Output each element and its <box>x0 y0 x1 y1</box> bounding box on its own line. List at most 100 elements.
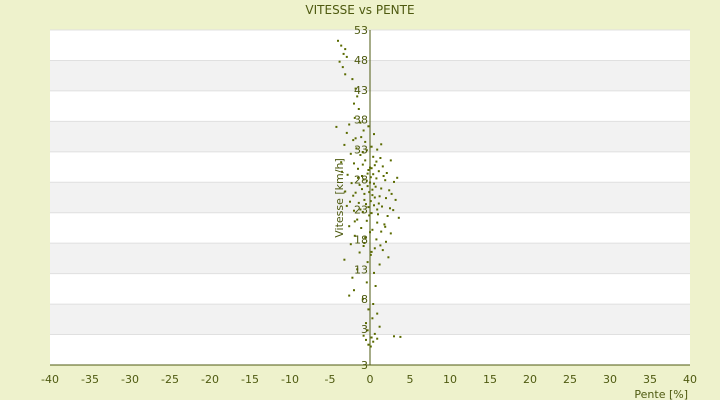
data-point <box>369 345 372 348</box>
data-point <box>368 191 371 194</box>
data-point <box>378 263 381 266</box>
data-point <box>348 294 351 297</box>
data-point <box>373 196 376 199</box>
data-point <box>344 190 347 193</box>
data-point <box>361 175 363 177</box>
data-point <box>373 271 375 274</box>
data-point <box>361 298 364 301</box>
data-point <box>376 208 379 211</box>
data-point <box>376 221 379 224</box>
data-point <box>366 172 369 175</box>
data-point <box>385 197 387 200</box>
x-tick-label: -30 <box>121 373 139 386</box>
data-point <box>346 173 349 176</box>
data-point <box>345 131 348 134</box>
data-point <box>367 308 370 311</box>
data-point <box>372 340 375 343</box>
data-point <box>373 133 375 136</box>
x-axis-label: Pente [%] <box>634 388 688 400</box>
data-point <box>379 157 382 159</box>
data-point <box>370 336 373 339</box>
x-tick-label: 10 <box>443 373 457 386</box>
data-point <box>369 181 371 184</box>
data-point <box>351 78 354 81</box>
data-point <box>361 163 364 166</box>
data-point <box>386 215 389 217</box>
data-point <box>379 244 382 247</box>
data-point <box>365 219 368 222</box>
data-point <box>369 200 372 203</box>
x-tick-label: 5 <box>407 373 414 386</box>
data-point <box>341 170 343 173</box>
x-tick-label: 20 <box>523 373 537 386</box>
data-point <box>352 139 355 142</box>
x-tick-label: -15 <box>241 373 259 386</box>
data-point <box>356 218 359 221</box>
data-point <box>369 176 372 179</box>
data-point <box>354 87 357 90</box>
data-point <box>389 232 392 235</box>
data-point <box>357 176 359 179</box>
data-point <box>377 213 379 216</box>
data-points <box>335 39 402 348</box>
data-point <box>377 170 380 173</box>
data-point <box>375 238 378 241</box>
data-point <box>362 178 365 181</box>
data-point <box>353 234 356 237</box>
data-point <box>365 149 368 152</box>
data-point <box>365 179 368 182</box>
data-point <box>390 192 393 195</box>
data-point <box>359 154 362 156</box>
data-point <box>373 247 376 250</box>
data-point <box>381 249 384 252</box>
data-point <box>381 165 384 168</box>
data-point <box>361 210 364 213</box>
x-tick-label: 0 <box>367 373 374 386</box>
data-point <box>342 52 345 55</box>
data-point <box>363 242 366 244</box>
data-point <box>348 123 351 126</box>
data-point <box>368 214 371 217</box>
data-point <box>363 192 366 195</box>
data-point <box>367 343 370 346</box>
data-point <box>357 201 360 204</box>
data-point <box>383 223 386 226</box>
data-point <box>371 194 374 197</box>
data-point <box>371 228 374 231</box>
data-point <box>367 125 370 128</box>
data-point <box>359 208 362 211</box>
data-point <box>358 251 361 254</box>
data-point <box>345 204 348 207</box>
data-point <box>372 303 375 305</box>
data-point <box>365 322 367 325</box>
data-point <box>382 175 385 177</box>
data-point <box>385 240 387 243</box>
data-point <box>353 102 355 105</box>
x-tick-label: 25 <box>563 373 577 386</box>
data-point <box>369 253 372 256</box>
data-point <box>344 48 347 51</box>
data-point <box>370 145 373 148</box>
data-point <box>378 195 381 198</box>
data-point <box>348 225 351 228</box>
data-point <box>370 250 373 253</box>
y-tick-label: 33 <box>354 144 368 157</box>
data-point <box>374 185 377 188</box>
data-point <box>371 188 374 191</box>
data-point <box>389 159 392 162</box>
data-point <box>392 209 395 212</box>
data-point <box>343 258 346 261</box>
data-point <box>354 191 357 194</box>
data-point <box>399 335 402 338</box>
data-point <box>341 66 344 69</box>
data-point <box>359 121 362 124</box>
data-point <box>354 137 357 140</box>
data-point <box>389 207 391 210</box>
data-point <box>365 281 368 284</box>
data-point <box>366 185 369 188</box>
data-point <box>381 205 383 208</box>
data-point <box>380 187 383 190</box>
data-point <box>345 55 348 58</box>
